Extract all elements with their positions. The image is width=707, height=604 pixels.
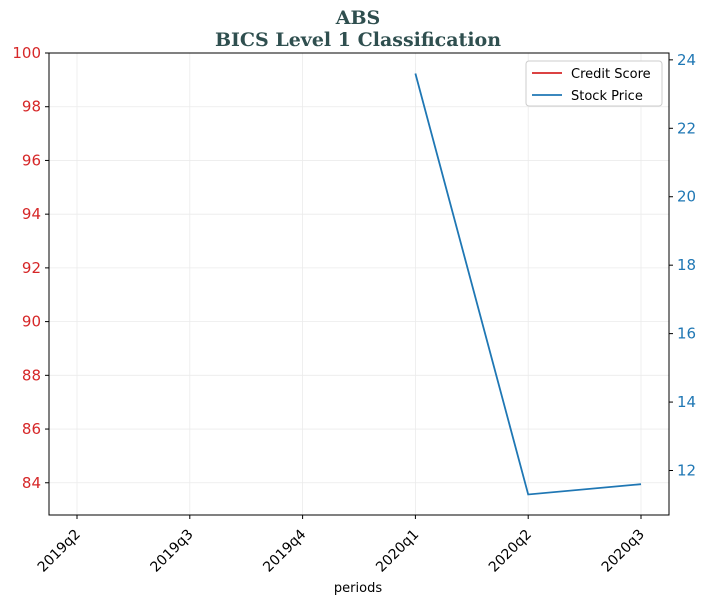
right-tick-label: 20: [677, 188, 696, 206]
legend-label: Stock Price: [571, 89, 643, 104]
left-tick-label: 92: [22, 259, 41, 277]
left-tick-label: 94: [22, 205, 41, 223]
series-line-stock-price: [414, 73, 642, 496]
right-axis: 12 14 16 18 20 22 24: [669, 51, 696, 480]
right-tick-label: 18: [677, 256, 696, 274]
right-tick-label: 16: [677, 325, 696, 343]
x-tick-label: 2020q1: [373, 527, 422, 576]
grid: [49, 52, 669, 515]
x-tick-label: 2020q3: [599, 527, 648, 576]
x-tick-label: 2019q3: [148, 527, 197, 576]
left-tick-label: 84: [22, 474, 41, 492]
right-tick-label: 14: [677, 393, 696, 411]
left-tick-label: 98: [22, 98, 41, 116]
left-tick-label: 90: [22, 313, 41, 331]
left-axis: 84 86 88 90 92 94 96 98 100: [12, 44, 49, 492]
left-tick-label: 86: [22, 420, 41, 438]
right-tick-label: 24: [677, 51, 696, 69]
left-tick-label: 96: [22, 151, 41, 169]
right-tick-label: 22: [677, 119, 696, 137]
x-axis: 2019q2 2019q3 2019q4 2020q1 2020q2 2020q3: [35, 515, 648, 576]
x-tick-label: 2019q4: [260, 526, 309, 575]
plot-frame: [48, 52, 670, 516]
right-tick-label: 12: [677, 462, 696, 480]
x-tick-label: 2020q2: [486, 527, 535, 576]
x-tick-label: 2019q2: [35, 527, 84, 576]
legend-label: Credit Score: [571, 67, 651, 82]
x-axis-label: periods: [334, 581, 382, 596]
left-tick-label: 88: [22, 366, 41, 384]
series-group: [414, 73, 642, 496]
left-tick-label: 100: [12, 44, 41, 62]
legend: Credit Score Stock Price: [525, 60, 663, 107]
chart-subtitle: BICS Level 1 Classification: [215, 29, 501, 51]
chart-title: ABS: [335, 7, 381, 29]
